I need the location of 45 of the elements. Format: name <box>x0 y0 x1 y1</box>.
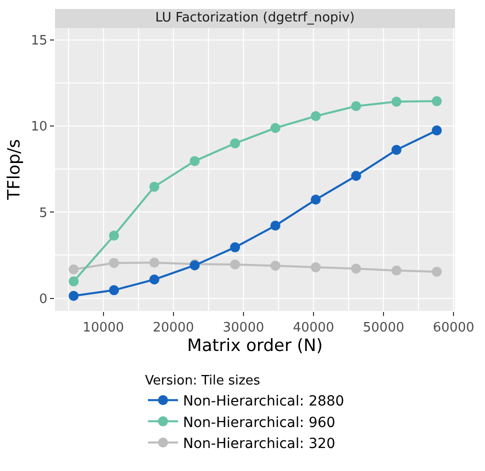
point <box>351 264 362 274</box>
x-tick-label: 10000 <box>82 320 124 336</box>
point <box>108 285 119 296</box>
y-axis-title: TFlop/s <box>4 139 24 201</box>
point <box>68 264 79 274</box>
chart-title: LU Factorization (dgetrf_nopiv) <box>155 10 355 26</box>
x-tick-label: 20000 <box>152 320 194 336</box>
y-tick-label: 5 <box>39 206 48 221</box>
y-tick-label: 10 <box>30 120 48 135</box>
point <box>351 101 362 112</box>
point <box>432 266 442 277</box>
y-tick-label: 0 <box>39 292 48 307</box>
point <box>108 258 119 268</box>
y-tick-label: 15 <box>30 34 48 49</box>
legend-title: Version: Tile sizes <box>145 374 260 388</box>
point <box>310 262 321 272</box>
legend-label: Non-Hierarchical: 960 <box>183 414 336 431</box>
point <box>190 156 200 166</box>
x-axis-title: Matrix order (N) <box>187 336 323 356</box>
point <box>149 258 160 268</box>
point <box>149 274 160 284</box>
point <box>391 266 402 276</box>
point <box>310 194 321 205</box>
point <box>270 220 280 231</box>
point <box>391 96 402 107</box>
point <box>230 242 240 252</box>
x-tick-label: 50000 <box>362 320 404 336</box>
point <box>68 290 79 301</box>
x-tick-label: 30000 <box>222 320 264 336</box>
point <box>68 276 79 286</box>
point <box>432 96 442 106</box>
legend-label: Non-Hierarchical: 320 <box>183 436 336 452</box>
point <box>310 111 321 122</box>
point <box>108 230 119 241</box>
point <box>149 182 160 192</box>
point <box>230 260 240 270</box>
x-tick-label: 60000 <box>432 320 474 336</box>
point <box>432 125 442 136</box>
point <box>270 123 280 134</box>
point <box>230 138 240 148</box>
legend-label: Non-Hierarchical: 2880 <box>183 394 344 410</box>
point <box>391 144 402 155</box>
point <box>351 170 362 181</box>
x-tick-label: 40000 <box>292 320 334 336</box>
point <box>270 260 280 271</box>
